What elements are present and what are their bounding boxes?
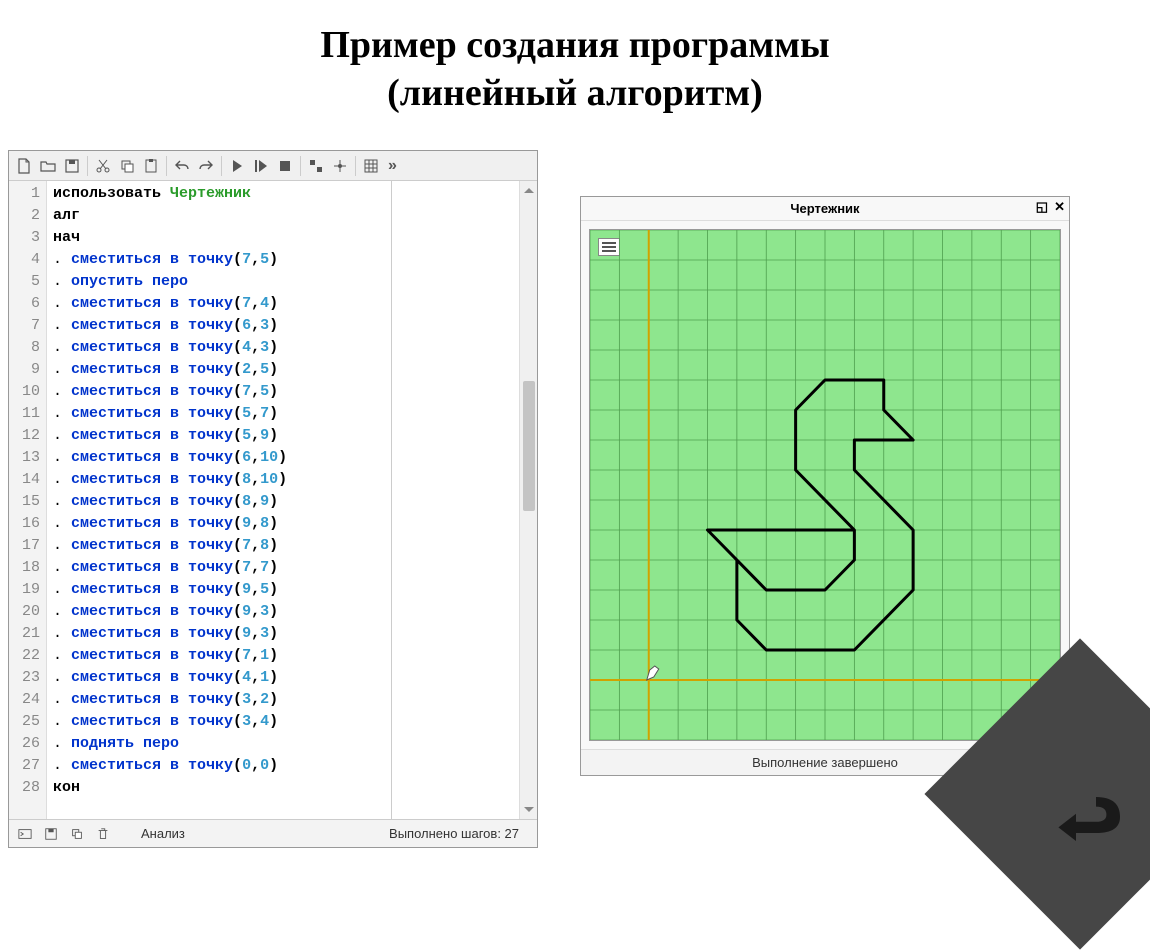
toolbar-separator <box>87 156 88 176</box>
title-line-2: (линейный алгоритм) <box>387 72 763 114</box>
sb-save-icon[interactable] <box>43 826 59 842</box>
canvas-svg <box>590 230 1060 740</box>
copy-icon[interactable] <box>116 155 138 177</box>
close-icon[interactable]: ✕ <box>1054 199 1065 215</box>
editor-side-panel <box>392 181 537 819</box>
drawing-status-text: Выполнение завершено <box>752 755 898 770</box>
save-file-icon[interactable] <box>61 155 83 177</box>
code-editor-window: » 12345678910111213141516171819202122232… <box>8 150 538 848</box>
new-file-icon[interactable] <box>13 155 35 177</box>
step-icon[interactable] <box>250 155 272 177</box>
layout1-icon[interactable] <box>305 155 327 177</box>
drawing-titlebar: Чертежник ◱ ✕ <box>581 197 1069 221</box>
code-area: 1234567891011121314151617181920212223242… <box>9 181 537 819</box>
steps-label: Выполнено шагов: 27 <box>389 826 519 841</box>
toolbar-overflow-icon[interactable]: » <box>384 157 401 175</box>
vertical-scrollbar[interactable] <box>519 181 537 819</box>
editor-toolbar: » <box>9 151 537 181</box>
back-arrow-icon[interactable] <box>1052 787 1132 852</box>
drawing-canvas[interactable] <box>589 229 1061 741</box>
drawing-title: Чертежник <box>790 201 859 216</box>
console-icon[interactable] <box>17 826 33 842</box>
open-file-icon[interactable] <box>37 155 59 177</box>
sb-copy-icon[interactable] <box>69 826 85 842</box>
stop-icon[interactable] <box>274 155 296 177</box>
run-icon[interactable] <box>226 155 248 177</box>
line-number-gutter: 1234567891011121314151617181920212223242… <box>9 181 47 819</box>
cut-icon[interactable] <box>92 155 114 177</box>
grid-icon[interactable] <box>360 155 382 177</box>
paste-icon[interactable] <box>140 155 162 177</box>
editor-statusbar: Анализ Выполнено шагов: 27 <box>9 819 537 847</box>
code-text[interactable]: использовать Чертежникалгнач. сместиться… <box>47 181 391 819</box>
drawing-window: Чертежник ◱ ✕ Выполнение завершено <box>580 196 1070 776</box>
toolbar-separator <box>355 156 356 176</box>
slide-title: Пример создания программы (линейный алго… <box>0 0 1150 117</box>
layout2-icon[interactable] <box>329 155 351 177</box>
sb-trash-icon[interactable] <box>95 826 111 842</box>
toolbar-separator <box>221 156 222 176</box>
analysis-label[interactable]: Анализ <box>141 826 185 841</box>
title-line-1: Пример создания программы <box>320 24 829 66</box>
canvas-wrap <box>581 221 1069 749</box>
toolbar-separator <box>300 156 301 176</box>
maximize-icon[interactable]: ◱ <box>1036 199 1048 215</box>
undo-icon[interactable] <box>171 155 193 177</box>
redo-icon[interactable] <box>195 155 217 177</box>
scrollbar-thumb[interactable] <box>523 381 535 511</box>
toolbar-separator <box>166 156 167 176</box>
